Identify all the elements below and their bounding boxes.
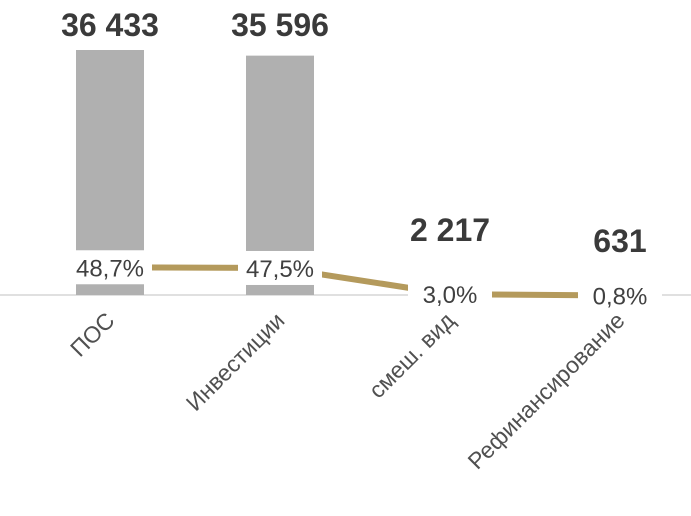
share-line-group (109, 264, 621, 299)
category-label-1: ПОС (65, 307, 119, 361)
percent-label-box-4 (578, 278, 662, 313)
percent-label-box-2 (238, 250, 322, 285)
value-label-3: 2 217 (410, 212, 490, 248)
category-label-4: Рефинансирование (463, 307, 630, 474)
percent-label-1: 48,7% (76, 255, 144, 282)
category-labels-group: ПОС Инвестиции смеш. вид Рефинансирование (65, 307, 629, 474)
percent-label-3: 3,0% (423, 282, 478, 309)
category-label-2: Инвестиции (181, 307, 290, 416)
percent-label-box-3 (408, 277, 492, 312)
bars-group (76, 50, 654, 295)
percent-label-4: 0,8% (593, 284, 648, 311)
share-line (109, 264, 621, 299)
value-label-2: 35 596 (231, 7, 329, 43)
percent-label-box-1 (68, 250, 152, 285)
category-label-3: смеш. вид (363, 307, 459, 403)
percent-labels-group: 48,7% 47,5% 3,0% 0,8% (68, 250, 662, 313)
value-label-1: 36 433 (61, 7, 159, 43)
value-labels-group: 36 433 35 596 2 217 631 (61, 7, 647, 259)
percent-label-2: 47,5% (246, 256, 314, 283)
value-label-4: 631 (593, 223, 646, 259)
